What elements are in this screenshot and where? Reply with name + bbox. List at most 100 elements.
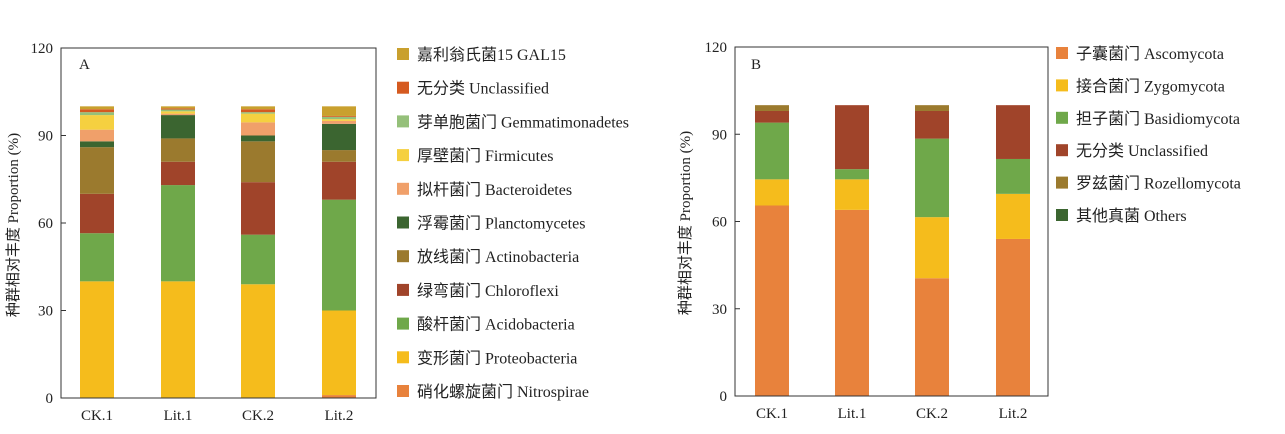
legend-swatch [397,48,409,60]
bar-segment [322,120,356,124]
bar-segment [996,158,1030,194]
legend-swatch [397,283,409,296]
y-tick-label: 120 [31,41,54,57]
x-tick-label: CK.2 [916,406,948,422]
y-tick-label: 30 [712,302,727,318]
bar-segment [241,112,275,114]
bar-segment [80,147,114,194]
bar-segment [161,281,195,398]
bar-segment [241,106,275,110]
bar-segment [915,110,949,139]
panel-b-chart: 种群相对丰度 Proportion (%) B 0 30 60 90 120 CK.1 L… [677,40,1241,422]
bar-segment [80,141,114,148]
bar-segment [835,105,869,170]
bar-segment [161,113,195,116]
legend-swatch [397,250,409,263]
legend-label: 芽单胞菌门 Gemmatimonadetes [417,113,629,131]
legend-swatch [1056,47,1068,59]
bar-segment [322,116,356,120]
bar-segment [996,105,1030,159]
bar-segment [80,112,114,116]
bar-segment [835,179,869,210]
legend-swatch [397,351,409,364]
legend-label: 硝化螺旋菌门 Nitrospirae [417,383,589,401]
y-tick-label: 30 [38,304,53,320]
y-tick-label: 60 [38,216,53,232]
bar-segment [915,217,949,279]
bar-segment [996,193,1030,239]
panel-b-x-axis: CK.1 Lit.1 CK.2 Lit.2 [756,406,1027,422]
bar-segment [915,278,949,396]
bar-segment [322,199,356,311]
legend-swatch [397,149,409,162]
panel-b-frame [734,46,1049,397]
bar-segment [241,113,275,123]
bar-segment [80,233,114,282]
panel-a-label: A [79,57,90,73]
bar-segment [80,115,114,130]
bar-segment [322,123,356,151]
y-tick-label: 90 [712,127,727,143]
bar-segment [755,105,789,111]
legend-swatch [397,385,409,397]
bar-segment [915,105,949,111]
bar-segment [161,111,195,114]
y-tick-label: 0 [720,389,728,405]
bar-segment [835,169,869,180]
panel-a-x-axis: CK.1 Lit.1 CK.2 Lit.2 [81,408,353,424]
y-tick-label: 60 [712,215,727,231]
legend-swatch [1056,79,1068,92]
bar-segment [755,110,789,123]
x-tick-label: Lit.1 [838,406,867,422]
legend-label: 担子菌门 Basidiomycota [1076,110,1240,128]
bar-segment [241,135,275,142]
bar-segment [322,310,356,396]
legend-swatch [397,115,409,128]
legend-swatch [1056,144,1068,157]
panel-a-ylabel: 种群相对丰度 Proportion (%) [5,133,22,317]
bar-segment [80,129,114,142]
legend-label: 罗兹菌门 Rozellomycota [1076,175,1241,193]
legend-label: 子囊菌门 Ascomycota [1076,45,1224,63]
bar-segment [835,209,869,396]
bar-segment [80,281,114,398]
bar-segment [241,122,275,136]
bar-segment [241,182,275,235]
y-tick-label: 120 [705,40,728,56]
panel-b-bars [755,105,1030,396]
bar-segment [161,185,195,282]
bar-segment [322,161,356,200]
legend-label: 其他真菌 Others [1076,207,1187,225]
bar-segment [915,138,949,218]
legend-label: 无分类 Unclassified [417,80,549,98]
bar-segment [80,193,114,234]
y-tick-label: 90 [38,129,53,145]
x-tick-label: Lit.2 [999,406,1028,422]
legend-swatch [397,216,409,229]
legend-swatch [397,182,409,195]
panel-b-label: B [751,57,761,73]
legend-swatch [1056,176,1068,189]
bar-segment [322,395,356,398]
panel-a-frame [60,47,377,399]
legend-label: 接合菌门 Zygomycota [1076,77,1225,95]
bar-segment [322,115,356,117]
panel-a-chart: 种群相对丰度 Proportion (%) A 0 30 60 90 120 CK.1 L… [5,41,629,424]
panel-b-legend: 子囊菌门 Ascomycota 接合菌门 Zygomycota 担子菌门 Basid… [1056,45,1241,225]
bar-segment [322,150,356,162]
legend-label: 变形菌门 Proteobacteria [417,349,577,367]
bar-segment [161,115,195,139]
bar-segment [241,284,275,398]
bar-segment [241,234,275,285]
legend-label: 厚壁菌门 Firmicutes [417,146,553,165]
bar-segment [161,138,195,162]
legend-swatch [397,317,409,330]
legend-swatch [1056,209,1068,221]
bar-segment [161,161,195,186]
bar-segment [996,238,1030,396]
bar-segment [241,109,275,113]
y-tick-label: 0 [46,391,54,407]
x-tick-label: Lit.1 [164,408,193,424]
legend-swatch [1056,111,1068,124]
